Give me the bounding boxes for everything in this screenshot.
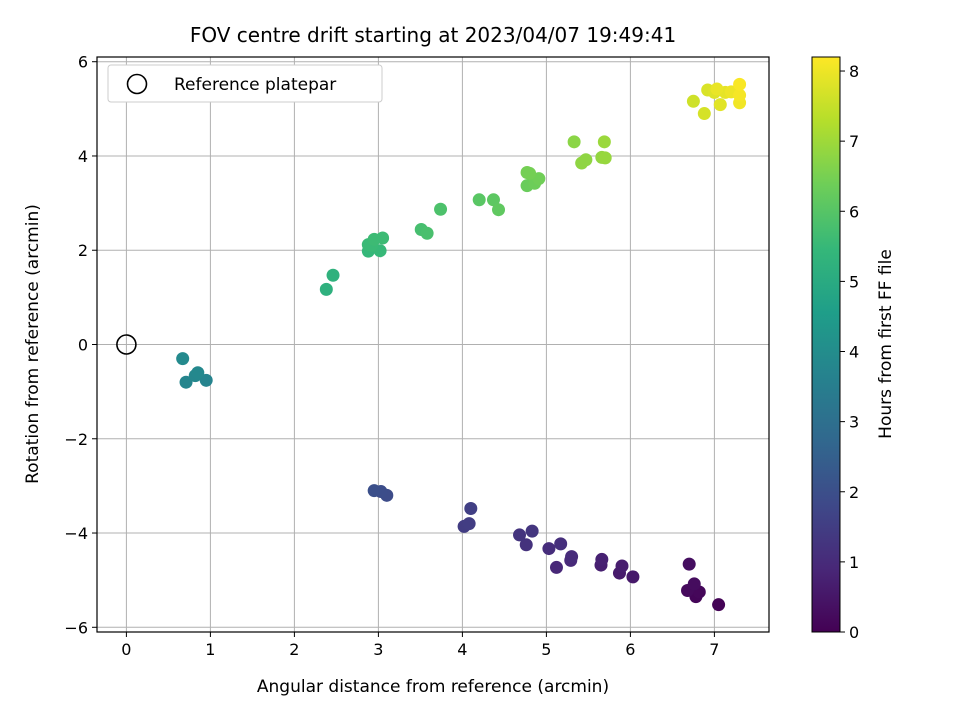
data-point (420, 226, 434, 240)
x-tick-label: 6 (625, 640, 635, 659)
data-point (579, 153, 593, 167)
colorbar-label: Hours from first FF file (876, 249, 896, 439)
colorbar: 0 1 2 3 4 5 6 7 8 Hours from first FF file (811, 56, 896, 642)
data-point (519, 538, 533, 552)
y-tick-label: 4 (78, 147, 88, 166)
data-point (597, 135, 611, 149)
data-point (525, 524, 539, 538)
data-point (376, 231, 390, 245)
x-tick-label: 2 (289, 640, 299, 659)
x-tick-label: 4 (457, 640, 467, 659)
data-point (472, 193, 486, 207)
data-point (713, 98, 727, 112)
x-tick-label: 7 (709, 640, 719, 659)
colorbar-tick-label: 1 (849, 553, 859, 572)
data-point (191, 366, 205, 380)
data-point (492, 203, 506, 217)
data-point (319, 282, 333, 296)
x-tick-label: 3 (373, 640, 383, 659)
data-point (686, 94, 700, 108)
data-point (486, 193, 500, 207)
chart-title: FOV centre drift starting at 2023/04/07 … (190, 23, 676, 47)
data-point (199, 373, 213, 387)
y-tick-label: 6 (78, 53, 88, 72)
reference-platepar-marker (116, 334, 137, 355)
x-axis: 0 1 2 3 4 5 6 7 (121, 632, 719, 659)
data-point (710, 82, 724, 96)
y-tick-label: −6 (64, 618, 88, 637)
data-point (179, 375, 193, 389)
data-point (542, 542, 556, 556)
data-point (513, 528, 527, 542)
x-tick-label: 5 (541, 640, 551, 659)
y-tick-label: −4 (64, 524, 88, 543)
colorbar-tick-label: 4 (849, 343, 859, 362)
data-point (462, 517, 476, 531)
data-point (367, 484, 381, 498)
legend: Reference platepar (107, 64, 383, 103)
data-point (687, 577, 701, 591)
data-point (712, 598, 726, 612)
y-tick-label: 2 (78, 241, 88, 260)
data-point (697, 107, 711, 121)
colorbar-tick-label: 5 (849, 272, 859, 291)
colorbar-tick-label: 0 (849, 623, 859, 642)
legend-box (107, 64, 383, 103)
data-point (733, 88, 747, 102)
data-point (176, 352, 190, 366)
data-point (554, 537, 568, 551)
colorbar-tick-label: 8 (849, 62, 859, 81)
data-point (595, 552, 609, 566)
y-axis-label: Rotation from reference (arcmin) (23, 204, 43, 484)
data-point (434, 202, 448, 216)
colorbar-ticks: 0 1 2 3 4 5 6 7 8 (840, 62, 859, 642)
colorbar-tick-label: 3 (849, 413, 859, 432)
y-tick-label: −2 (64, 430, 88, 449)
data-point (598, 151, 612, 165)
colorbar-tick-label: 6 (849, 202, 859, 221)
grid-lines (97, 57, 769, 632)
data-point (523, 166, 537, 180)
data-point (464, 502, 478, 516)
data-point (565, 550, 579, 564)
x-axis-label: Angular distance from reference (arcmin) (257, 677, 609, 697)
legend-label: Reference platepar (174, 75, 336, 95)
plot-area (96, 56, 770, 633)
data-point (682, 557, 696, 571)
x-tick-label: 1 (205, 640, 215, 659)
y-tick-label: 0 (78, 336, 88, 355)
data-point (549, 560, 563, 574)
colorbar-gradient (812, 57, 840, 632)
data-point (615, 559, 629, 573)
colorbar-tick-label: 7 (849, 132, 859, 151)
x-tick-label: 0 (121, 640, 131, 659)
legend-marker (126, 73, 148, 95)
data-point (326, 268, 340, 282)
y-axis: −6 −4 −2 0 2 4 6 (64, 53, 97, 637)
data-point (733, 77, 747, 91)
data-points (176, 77, 747, 612)
colorbar-frame (811, 56, 841, 633)
data-point (626, 570, 640, 584)
colorbar-tick-label: 2 (849, 483, 859, 502)
data-point (567, 135, 581, 149)
